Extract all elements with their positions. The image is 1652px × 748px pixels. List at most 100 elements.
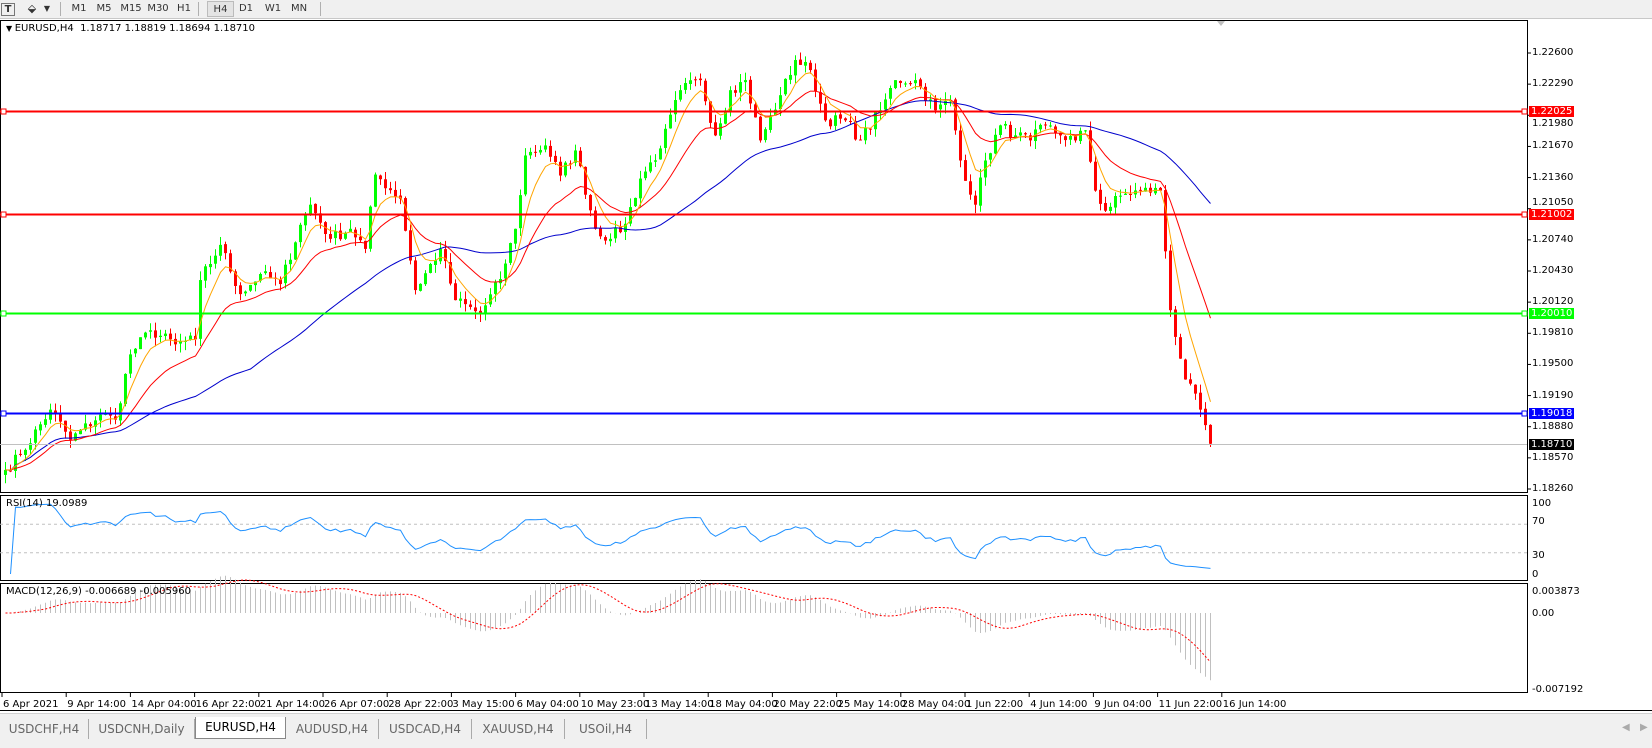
- candle-body: [64, 420, 67, 432]
- line-handle-right: [1521, 108, 1528, 115]
- candle-body: [814, 69, 817, 92]
- tab-usdcnh-daily[interactable]: USDCNH,Daily: [89, 719, 195, 739]
- candle-body: [284, 264, 287, 284]
- main-pane-frame: [0, 20, 1528, 493]
- macd-level-min: -0.007192: [1532, 684, 1584, 695]
- time-tick-label: 21 Apr 14:00: [259, 699, 325, 710]
- candle-body: [1144, 187, 1147, 192]
- candle-body: [364, 240, 367, 249]
- candle-body: [1204, 408, 1207, 426]
- symbol-ohlc: EURUSD,H4 1.18717 1.18819 1.18694 1.1871…: [14, 23, 256, 34]
- candle-body: [674, 100, 677, 115]
- candle-body: [504, 263, 507, 279]
- candle-body: [864, 128, 867, 141]
- candle-body: [54, 410, 57, 415]
- candle-body: [424, 273, 427, 285]
- candle-body: [599, 228, 602, 237]
- timeframe-m30[interactable]: M30: [147, 3, 169, 14]
- candle-body: [839, 114, 842, 119]
- time-tick-label: 9 Jun 04:00: [1094, 699, 1152, 710]
- timeframe-d1[interactable]: D1: [238, 3, 254, 14]
- shift-marker-icon: [1217, 21, 1225, 26]
- candle-body: [89, 424, 92, 427]
- horizontal-line-price-label: 1.19018: [1529, 407, 1575, 419]
- candle-body: [624, 223, 627, 232]
- candle-body: [339, 230, 342, 240]
- rsi-line: [10, 503, 1211, 575]
- candle-body: [919, 79, 922, 87]
- timeframe-w1[interactable]: W1: [264, 3, 282, 14]
- timeframe-m5[interactable]: M5: [96, 3, 112, 14]
- tab-audusd-h4[interactable]: AUDUSD,H4: [286, 719, 379, 739]
- candle-body: [1049, 125, 1052, 127]
- candle-body: [304, 214, 307, 226]
- candle-body: [259, 274, 262, 281]
- candle-body: [219, 244, 222, 256]
- candle-body: [234, 271, 237, 286]
- price-tick-label: 1.19190: [1532, 389, 1574, 401]
- line-handle-right: [1521, 410, 1528, 417]
- candle-body: [144, 332, 147, 338]
- collapse-icon[interactable]: ▼: [6, 24, 15, 33]
- price-chart[interactable]: [0, 0, 1652, 712]
- timeframe-m1[interactable]: M1: [71, 3, 87, 14]
- candle-body: [909, 83, 912, 85]
- candle-body: [1119, 195, 1122, 197]
- chart-tabs: USDCHF,H4 USDCNH,Daily EURUSD,H4 AUDUSD,…: [0, 713, 1652, 748]
- price-tick-label: 1.21670: [1532, 140, 1574, 152]
- scroll-left-icon[interactable]: ◀: [1622, 722, 1630, 733]
- candle-body: [44, 419, 47, 425]
- candle-body: [229, 253, 232, 272]
- candle-body: [724, 110, 727, 124]
- tab-eurusd-h4[interactable]: EURUSD,H4: [195, 717, 286, 739]
- text-tool-icon[interactable]: T: [1, 3, 15, 16]
- tab-xauusd-h4[interactable]: XAUUSD,H4: [472, 719, 565, 739]
- candle-body: [1079, 130, 1082, 142]
- rsi-level-0: 0: [1532, 569, 1539, 580]
- candle-body: [169, 333, 172, 340]
- dropdown-icon[interactable]: ▼: [43, 4, 51, 13]
- candle-body: [29, 443, 32, 450]
- candle-body: [9, 470, 12, 472]
- price-tick-label: 1.19500: [1532, 358, 1574, 370]
- candle-body: [1169, 250, 1172, 311]
- tab-usoil-h4[interactable]: USOil,H4: [565, 719, 647, 739]
- candle-body: [934, 98, 937, 111]
- candle-body: [614, 227, 617, 239]
- timeframe-h1[interactable]: H1: [177, 3, 191, 14]
- tab-usdcad-h4[interactable]: USDCAD,H4: [379, 719, 472, 739]
- tab-usdchf-h4[interactable]: USDCHF,H4: [0, 719, 89, 739]
- candle-body: [344, 232, 347, 239]
- time-tick-label: 6 May 04:00: [516, 699, 579, 710]
- candle-body: [374, 174, 377, 207]
- candle-body: [804, 61, 807, 66]
- price-tick-label: 1.18880: [1532, 420, 1574, 432]
- candle-body: [999, 125, 1002, 135]
- candle-body: [314, 203, 317, 214]
- timeframe-h4[interactable]: H4: [207, 1, 234, 17]
- scroll-right-icon[interactable]: ▶: [1640, 722, 1648, 733]
- candle-body: [334, 231, 337, 239]
- candle-body: [1179, 337, 1182, 359]
- candle-body: [699, 78, 702, 81]
- candle-body: [899, 80, 902, 83]
- shapes-tool-icon[interactable]: ⬙: [27, 2, 37, 15]
- candle-body: [1004, 123, 1007, 126]
- candle-body: [99, 414, 102, 421]
- candle-body: [24, 449, 27, 455]
- timeframe-mn[interactable]: MN: [290, 3, 308, 14]
- candle-body: [759, 116, 762, 141]
- candle-body: [519, 195, 522, 229]
- timeframe-m15[interactable]: M15: [120, 3, 142, 14]
- candle-body: [729, 90, 732, 111]
- time-tick-label: 3 May 15:00: [452, 699, 515, 710]
- candle-body: [549, 145, 552, 157]
- candle-body: [34, 429, 37, 443]
- candle-body: [769, 115, 772, 130]
- candle-body: [749, 79, 752, 104]
- candle-body: [604, 237, 607, 241]
- time-tick-label: 9 Apr 14:00: [67, 699, 127, 710]
- candle-body: [1114, 196, 1117, 208]
- candle-body: [799, 59, 802, 65]
- line-handle-right: [1521, 310, 1528, 317]
